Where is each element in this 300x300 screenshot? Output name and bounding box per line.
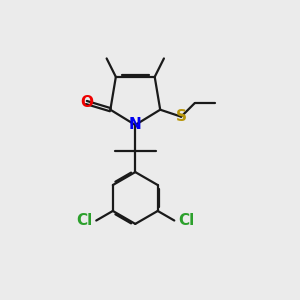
Text: S: S	[176, 109, 187, 124]
Text: Cl: Cl	[178, 213, 194, 228]
Text: O: O	[80, 95, 93, 110]
Text: Cl: Cl	[76, 213, 93, 228]
Text: N: N	[129, 118, 142, 133]
